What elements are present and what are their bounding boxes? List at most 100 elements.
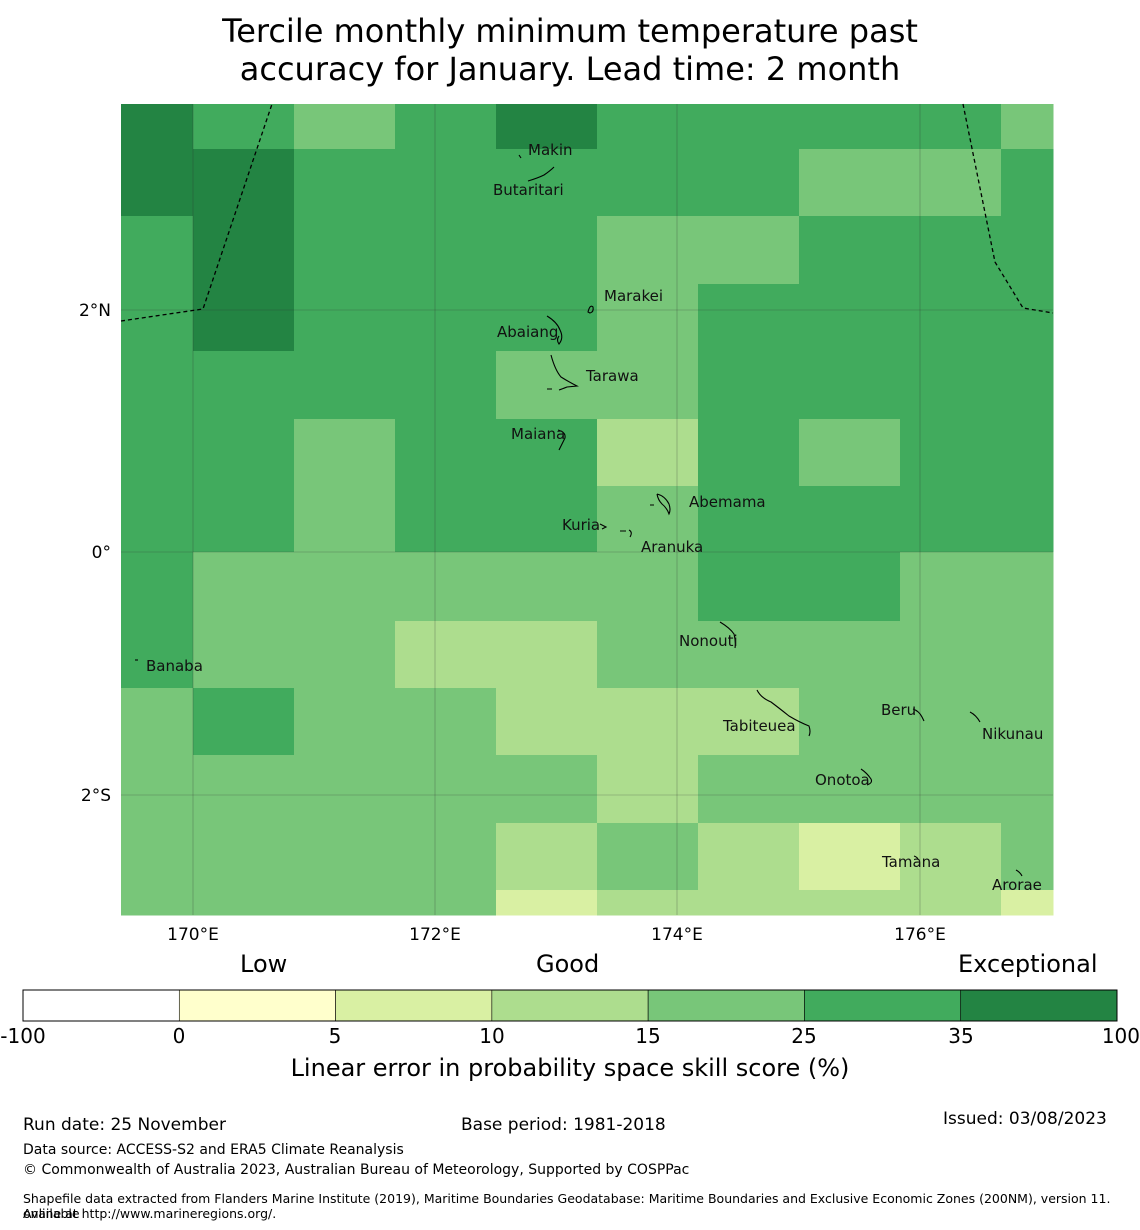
grid-cell-r2-c6 bbox=[698, 216, 800, 285]
grid-cell-r3-c7 bbox=[799, 284, 901, 352]
grid-cell-r6-c4 bbox=[496, 486, 598, 553]
base-period: Base period: 1981-2018 bbox=[461, 1115, 666, 1135]
issued-date: Issued: 03/08/2023 bbox=[943, 1109, 1107, 1129]
grid-cell-r0-c0 bbox=[121, 104, 194, 150]
grid-cell-r6-c0 bbox=[121, 486, 194, 553]
grid-cell-r9-c8 bbox=[900, 688, 1002, 756]
grid-cell-r8-c6 bbox=[698, 621, 800, 689]
grid-cell-r1-c1 bbox=[193, 149, 295, 217]
cbar-tick-neg100: -100 bbox=[0, 1024, 46, 1048]
label-kuria: Kuria bbox=[562, 516, 600, 534]
label-maiana: Maiana bbox=[511, 425, 565, 443]
island-aranuka bbox=[620, 529, 632, 538]
label-butaritari: Butaritari bbox=[493, 181, 564, 199]
grid-cell-r11-c2 bbox=[294, 823, 396, 891]
grid-cell-r6-c7 bbox=[799, 486, 901, 553]
grid-cell-r7-c1 bbox=[193, 552, 295, 622]
lon-tick-170e: 170°E bbox=[167, 925, 219, 945]
grid-cell-r12-c7 bbox=[799, 890, 901, 916]
grid-cell-r4-c8 bbox=[900, 351, 1002, 420]
grid-cell-r10-c3 bbox=[395, 755, 497, 824]
colorbar-frame bbox=[22, 989, 1118, 1022]
grid-cell-r0-c5 bbox=[597, 104, 699, 150]
grid-cell-r2-c4 bbox=[496, 216, 598, 285]
colorbar-segment-1 bbox=[178, 989, 336, 1022]
colorbar bbox=[22, 989, 1118, 1022]
grid-cell-r1-c8 bbox=[900, 149, 1002, 217]
colorbar-segment-3 bbox=[491, 989, 649, 1022]
eez-boundary-west bbox=[120, 103, 273, 322]
island-labels: Makin Butaritari Marakei Abaiang Tarawa … bbox=[146, 141, 1043, 894]
grid-cell-r3-c0 bbox=[121, 284, 194, 352]
grid-cell-r4-c7 bbox=[799, 351, 901, 420]
grid-cell-r12-c1 bbox=[193, 890, 295, 916]
grid-cell-r2-c9 bbox=[1001, 216, 1054, 285]
data-source: Data source: ACCESS-S2 and ERA5 Climate … bbox=[23, 1142, 404, 1158]
grid-cell-r0-c1 bbox=[193, 104, 295, 150]
grid-cell-r12-c0 bbox=[121, 890, 194, 916]
map-title-line-2: accuracy for January. Lead time: 2 month bbox=[239, 50, 901, 88]
grid-cell-r2-c2 bbox=[294, 216, 396, 285]
grid-cell-r9-c5 bbox=[597, 688, 699, 756]
grid-cell-r1-c2 bbox=[294, 149, 396, 217]
label-tabiteuea: Tabiteuea bbox=[722, 717, 796, 735]
lat-tick-0: 0° bbox=[92, 543, 111, 563]
grid-cell-r8-c8 bbox=[900, 621, 1002, 689]
grid-cell-r1-c3 bbox=[395, 149, 497, 217]
island-tamana bbox=[913, 855, 919, 860]
label-tarawa: Tarawa bbox=[585, 367, 639, 385]
grid-cell-r6-c1 bbox=[193, 486, 295, 553]
grid-cell-r12-c5 bbox=[597, 890, 699, 916]
grid-cell-r7-c6 bbox=[698, 552, 800, 622]
grid-cell-r10-c7 bbox=[799, 755, 901, 824]
lon-tick-176e: 176°E bbox=[894, 925, 946, 945]
island-arorae bbox=[1015, 869, 1023, 877]
label-makin: Makin bbox=[528, 141, 573, 159]
grid-cell-r2-c0 bbox=[121, 216, 194, 285]
grid-cell-r9-c9 bbox=[1001, 688, 1054, 756]
axis-labels: 170°E 172°E 174°E 176°E 2°N 0° 2°S bbox=[79, 301, 946, 945]
grid-cell-r9-c2 bbox=[294, 688, 396, 756]
grid-cell-r8-c0 bbox=[121, 621, 194, 689]
grid-cell-r11-c1 bbox=[193, 823, 295, 891]
grid-cell-r1-c0 bbox=[121, 149, 194, 217]
grid-cell-r12-c6 bbox=[698, 890, 800, 916]
grid-cell-r11-c5 bbox=[597, 823, 699, 891]
cbar-tick-5: 5 bbox=[328, 1024, 342, 1048]
grid-cell-r10-c4 bbox=[496, 755, 598, 824]
grid-cell-r8-c9 bbox=[1001, 621, 1054, 689]
island-abaiang bbox=[546, 315, 563, 345]
grid-cell-r9-c7 bbox=[799, 688, 901, 756]
grid-cell-r12-c2 bbox=[294, 890, 396, 916]
colorbar-segment-5 bbox=[804, 989, 962, 1022]
island-tarawa bbox=[547, 354, 579, 391]
grid-cell-r5-c4 bbox=[496, 419, 598, 487]
grid-cell-r3-c9 bbox=[1001, 284, 1054, 352]
grid-cell-r2-c7 bbox=[799, 216, 901, 285]
grid-cell-r10-c0 bbox=[121, 755, 194, 824]
island-onotoa bbox=[860, 768, 873, 786]
run-date: Run date: 25 November bbox=[23, 1115, 226, 1135]
cbar-tick-35: 35 bbox=[948, 1024, 974, 1048]
grid-cell-r5-c7 bbox=[799, 419, 901, 487]
label-beru: Beru bbox=[881, 701, 916, 719]
grid-cell-r1-c4 bbox=[496, 149, 598, 217]
grid-cell-r1-c9 bbox=[1001, 149, 1054, 217]
grid-cell-r2-c8 bbox=[900, 216, 1002, 285]
grid-cell-r4-c1 bbox=[193, 351, 295, 420]
grid-cell-r3-c3 bbox=[395, 284, 497, 352]
island-marakei bbox=[587, 305, 594, 314]
grid-cell-r5-c9 bbox=[1001, 419, 1054, 487]
grid-cell-r8-c1 bbox=[193, 621, 295, 689]
grid-cell-r2-c3 bbox=[395, 216, 497, 285]
cbar-tick-10: 10 bbox=[479, 1024, 505, 1048]
island-nonouti bbox=[719, 621, 736, 649]
colorbar-label: Linear error in probability space skill … bbox=[290, 1054, 850, 1082]
island-beru bbox=[912, 708, 925, 722]
colorbar-segment-0 bbox=[22, 989, 180, 1022]
grid-cell-r4-c9 bbox=[1001, 351, 1054, 420]
grid-cell-r0-c4 bbox=[496, 104, 598, 150]
grid-cell-r7-c4 bbox=[496, 552, 598, 622]
grid-cell-r0-c7 bbox=[799, 104, 901, 150]
